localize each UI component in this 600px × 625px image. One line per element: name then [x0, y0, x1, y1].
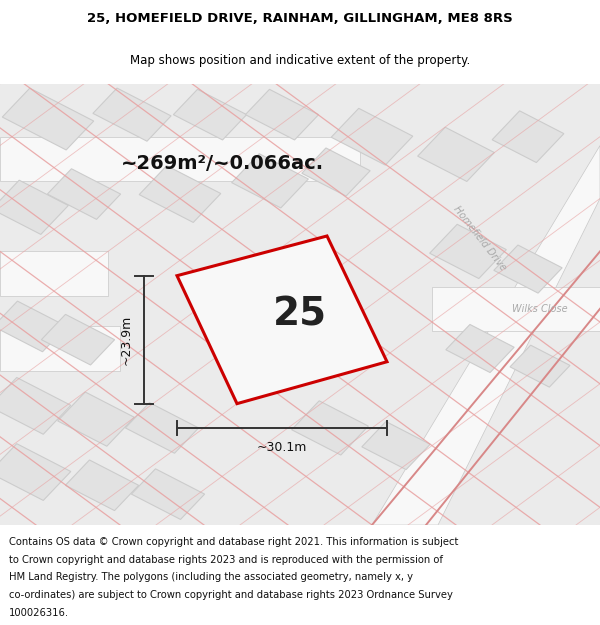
Polygon shape: [0, 251, 108, 296]
Text: 25: 25: [273, 296, 327, 334]
Polygon shape: [139, 166, 221, 222]
Polygon shape: [58, 392, 134, 446]
Polygon shape: [0, 301, 67, 352]
Polygon shape: [0, 444, 71, 501]
Text: Map shows position and indicative extent of the property.: Map shows position and indicative extent…: [130, 54, 470, 67]
Polygon shape: [41, 314, 115, 365]
Polygon shape: [173, 89, 247, 140]
Polygon shape: [492, 111, 564, 162]
Text: co-ordinates) are subject to Crown copyright and database rights 2023 Ordnance S: co-ordinates) are subject to Crown copyr…: [9, 590, 453, 600]
Polygon shape: [372, 146, 600, 525]
Text: ~23.9m: ~23.9m: [119, 314, 133, 365]
Polygon shape: [494, 245, 562, 293]
Polygon shape: [0, 180, 68, 234]
Text: Homefield Drive: Homefield Drive: [452, 204, 508, 272]
Polygon shape: [65, 460, 139, 511]
Polygon shape: [292, 401, 368, 455]
Polygon shape: [93, 88, 171, 141]
Text: HM Land Registry. The polygons (including the associated geometry, namely x, y: HM Land Registry. The polygons (includin…: [9, 572, 413, 582]
Polygon shape: [362, 421, 430, 469]
Polygon shape: [302, 148, 370, 196]
Text: Contains OS data © Crown copyright and database right 2021. This information is : Contains OS data © Crown copyright and d…: [9, 537, 458, 547]
Text: ~269m²/~0.066ac.: ~269m²/~0.066ac.: [121, 154, 323, 173]
Polygon shape: [432, 287, 600, 331]
Text: Wilks Close: Wilks Close: [512, 304, 568, 314]
Text: 25, HOMEFIELD DRIVE, RAINHAM, GILLINGHAM, ME8 8RS: 25, HOMEFIELD DRIVE, RAINHAM, GILLINGHAM…: [87, 12, 513, 25]
Polygon shape: [0, 84, 600, 525]
Text: to Crown copyright and database rights 2023 and is reproduced with the permissio: to Crown copyright and database rights 2…: [9, 555, 443, 565]
Polygon shape: [331, 108, 413, 165]
Polygon shape: [245, 89, 319, 140]
Polygon shape: [232, 154, 308, 208]
Text: 100026316.: 100026316.: [9, 608, 69, 618]
Polygon shape: [131, 469, 205, 519]
Polygon shape: [47, 169, 121, 219]
Polygon shape: [510, 345, 570, 387]
Polygon shape: [0, 137, 360, 181]
Polygon shape: [177, 236, 387, 404]
Polygon shape: [418, 127, 494, 181]
Polygon shape: [125, 402, 199, 453]
Polygon shape: [0, 326, 120, 371]
Polygon shape: [446, 324, 514, 372]
Polygon shape: [430, 224, 506, 279]
Polygon shape: [2, 88, 94, 150]
Polygon shape: [0, 378, 71, 434]
Text: ~30.1m: ~30.1m: [257, 441, 307, 454]
